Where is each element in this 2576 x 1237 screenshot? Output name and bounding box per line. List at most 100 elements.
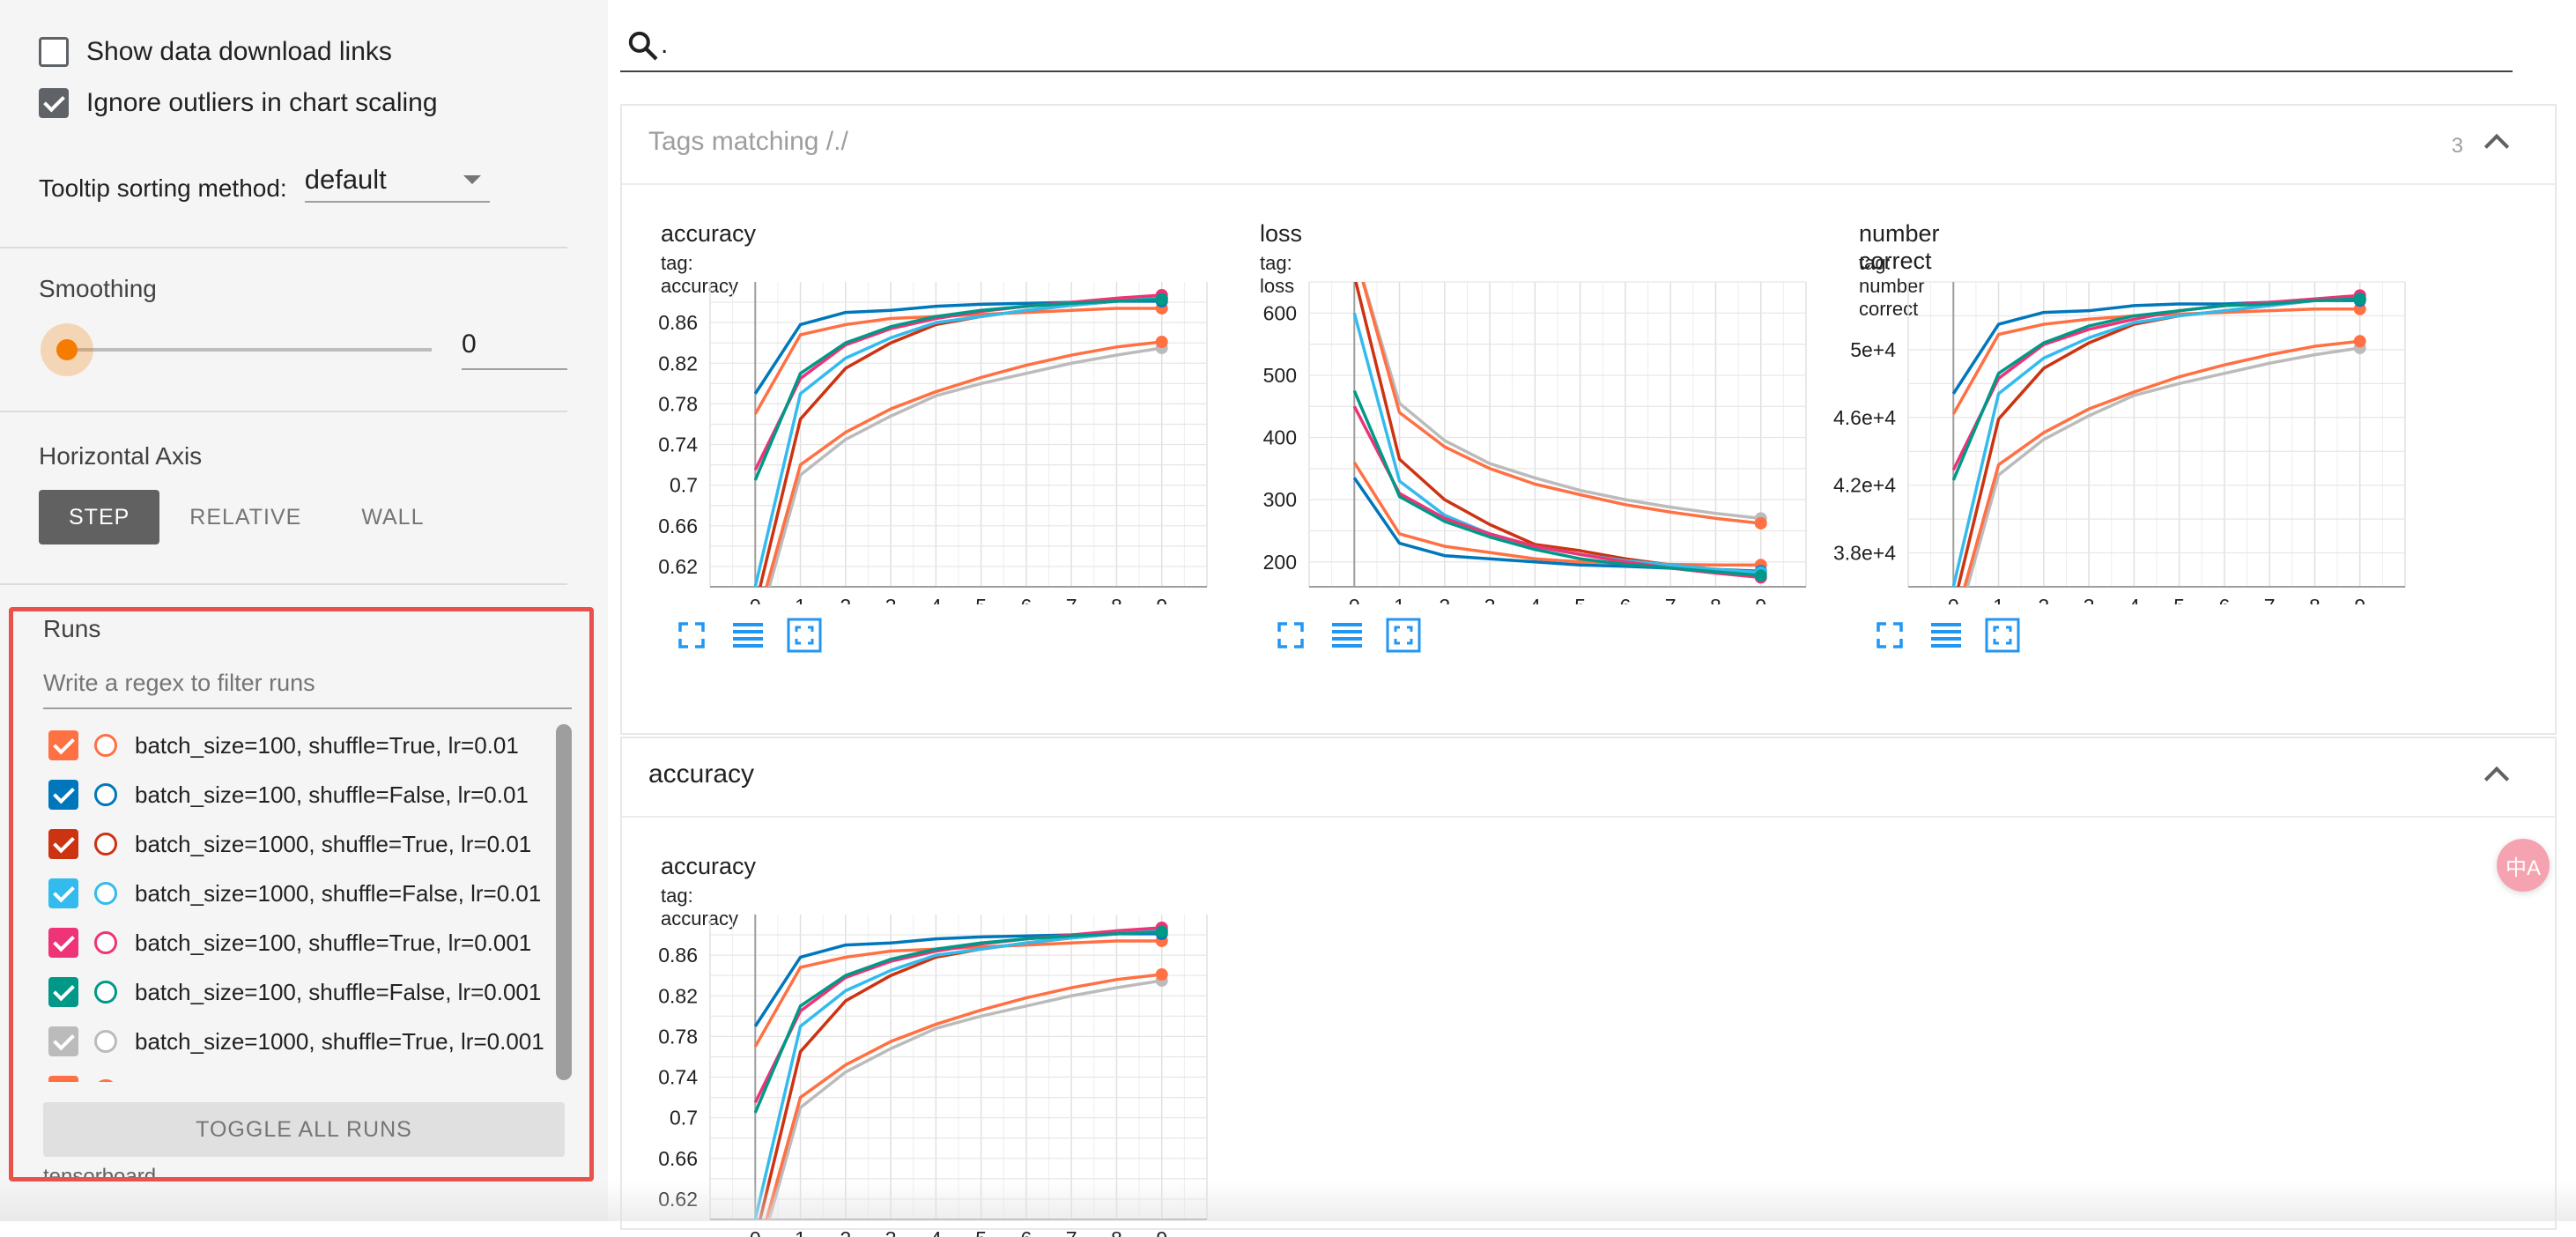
- ignore-outliers-option[interactable]: Ignore outliers in chart scaling: [39, 88, 438, 118]
- smoothing-slider-track[interactable]: [67, 348, 432, 352]
- runs-scrollbar[interactable]: [556, 724, 572, 1080]
- run-color-picker[interactable]: [94, 783, 117, 806]
- axis-wall-button[interactable]: WALL: [361, 504, 425, 530]
- run-color-picker[interactable]: [94, 981, 117, 1004]
- accuracy-pane: accuracy accuracy tag: accuracy 0.62 0.66…: [620, 737, 2557, 1237]
- log-scale-icon[interactable]: [1928, 617, 1965, 654]
- smoothing-slider-thumb[interactable]: [56, 339, 78, 360]
- run-item[interactable]: batch_size=1000, shuffle=True, lr=0.001: [43, 1017, 545, 1066]
- chevron-up-icon[interactable]: [2483, 133, 2510, 159]
- run-checkbox[interactable]: [48, 928, 78, 958]
- tooltip-sorting-value: default: [304, 164, 387, 195]
- x-tick-label: 7: [1066, 595, 1077, 604]
- y-tick-label: 0.62: [658, 1188, 698, 1211]
- x-tick-label: 1: [795, 1227, 806, 1237]
- x-tick-label: 5: [975, 1227, 987, 1237]
- x-tick-label: 4: [930, 595, 942, 604]
- pane-header[interactable]: accuracy: [622, 738, 2555, 818]
- toggle-all-runs-button[interactable]: TOGGLE ALL RUNS: [43, 1102, 565, 1157]
- x-tick-label: 9: [1755, 595, 1766, 604]
- runs-filter-input[interactable]: Write a regex to filter runs: [43, 670, 572, 709]
- run-item[interactable]: batch_size=100, shuffle=True, lr=0.001: [43, 918, 545, 967]
- fit-domain-icon[interactable]: [786, 617, 823, 654]
- x-tick-label: 6: [1620, 595, 1632, 604]
- series-endpoint: [2353, 302, 2366, 315]
- tag-filter-bar[interactable]: .: [620, 19, 2513, 72]
- fullscreen-icon[interactable]: [1272, 617, 1309, 654]
- run-color-picker[interactable]: [94, 1079, 117, 1082]
- chevron-up-icon[interactable]: [2483, 766, 2510, 792]
- run-label: batch_size=1000, shuffle=True, lr=0.001: [135, 1027, 544, 1055]
- accuracy-chart[interactable]: 0.62 0.66 0.7 0.74 0.78 0.82 0.86 0 1 2 3 4 5 6 7 8 9: [624, 270, 1223, 604]
- run-checkbox[interactable]: [48, 1076, 78, 1082]
- run-checkbox[interactable]: [48, 829, 78, 859]
- run-checkbox[interactable]: [48, 878, 78, 908]
- run-color-picker[interactable]: [94, 833, 117, 856]
- ignore-outliers-checkbox[interactable]: [39, 88, 69, 118]
- run-color-picker[interactable]: [94, 931, 117, 954]
- run-color-picker[interactable]: [94, 1030, 117, 1053]
- x-tick-label: 0: [750, 1227, 761, 1237]
- run-label: batch_size=100, shuffle=False, lr=0.01: [135, 781, 529, 808]
- y-tick-label: 600: [1263, 301, 1297, 324]
- runs-list: batch_size=100, shuffle=True, lr=0.01 bat…: [43, 721, 545, 1082]
- series-line: [753, 297, 1162, 481]
- fit-domain-icon[interactable]: [1984, 617, 2021, 654]
- run-color-picker[interactable]: [94, 882, 117, 905]
- card-tag: tag: accuracy: [661, 885, 739, 930]
- run-checkbox[interactable]: [48, 977, 78, 1007]
- series-line: [1965, 346, 2360, 587]
- series-line: [765, 340, 1162, 587]
- tooltip-sorting-row: Tooltip sorting method: default: [39, 164, 490, 203]
- log-scale-icon[interactable]: [1329, 617, 1366, 654]
- run-checkbox[interactable]: [48, 730, 78, 760]
- show-download-links-checkbox[interactable]: [39, 37, 69, 67]
- run-label: batch_size=1000, shuffle=False, lr=0.001: [135, 1078, 545, 1083]
- run-checkbox[interactable]: [48, 780, 78, 810]
- x-tick-label: 8: [2309, 595, 2321, 604]
- run-label: batch_size=1000, shuffle=True, lr=0.01: [135, 830, 532, 857]
- sidebar-divider: [0, 247, 567, 248]
- series-line: [1352, 389, 1761, 578]
- series-line: [767, 346, 1162, 587]
- run-color-picker[interactable]: [94, 734, 117, 757]
- x-tick-label: 3: [1484, 595, 1496, 604]
- axis-step-button[interactable]: STEP: [39, 490, 160, 544]
- x-tick-label: 2: [840, 595, 851, 604]
- run-item[interactable]: batch_size=1000, shuffle=False, lr=0.001: [43, 1066, 545, 1082]
- y-tick-label: 0.62: [658, 555, 698, 578]
- loss-chart[interactable]: 200 300 400 500 600 0 1 2 3 4 5 6 7 8 9: [1223, 270, 1822, 604]
- run-item[interactable]: batch_size=1000, shuffle=False, lr=0.01: [43, 869, 545, 918]
- axis-relative-button[interactable]: RELATIVE: [189, 504, 302, 530]
- fullscreen-icon[interactable]: [673, 617, 710, 654]
- x-tick-label: 2: [2038, 595, 2049, 604]
- tensorboard-footer-label: tensorboard: [43, 1165, 157, 1181]
- log-scale-icon[interactable]: [729, 617, 766, 654]
- show-download-links-option[interactable]: Show data download links: [39, 37, 392, 67]
- pane-header[interactable]: Tags matching /./ 3: [622, 106, 2555, 185]
- tags-matching-pane: Tags matching /./ 3 accuracy tag: accura…: [620, 104, 2557, 735]
- fullscreen-icon[interactable]: [1871, 617, 1908, 654]
- runs-panel: Runs Write a regex to filter runs batch_…: [9, 607, 594, 1181]
- run-item[interactable]: batch_size=100, shuffle=True, lr=0.01: [43, 721, 545, 770]
- smoothing-title: Smoothing: [39, 275, 157, 302]
- tooltip-sorting-select[interactable]: default: [304, 164, 490, 203]
- series-line: [1352, 461, 1761, 567]
- accuracy-chart[interactable]: 0.62 0.66 0.7 0.74 0.78 0.82 0.86 0 1 2 3 4 5 6 7 8 9: [624, 902, 1223, 1237]
- translate-icon[interactable]: 中A: [2497, 839, 2550, 892]
- smoothing-value-input[interactable]: 0: [462, 330, 567, 370]
- pane-count: 3: [2451, 134, 2463, 158]
- x-tick-label: 8: [1111, 595, 1122, 604]
- run-checkbox[interactable]: [48, 1026, 78, 1056]
- runs-title: Runs: [43, 615, 101, 642]
- fit-domain-icon[interactable]: [1385, 617, 1422, 654]
- card-tag: tag: accuracy: [661, 252, 739, 297]
- series-line: [1361, 282, 1761, 521]
- run-item[interactable]: batch_size=100, shuffle=False, lr=0.01: [43, 770, 545, 819]
- number-correct-chart[interactable]: 3.8e+4 4.2e+4 4.6e+4 5e+4 0 1 2 3 4 5 6 7 8 9: [1822, 270, 2421, 604]
- y-tick-label: 500: [1263, 364, 1297, 387]
- run-item[interactable]: batch_size=100, shuffle=False, lr=0.001: [43, 967, 545, 1017]
- run-item[interactable]: batch_size=1000, shuffle=True, lr=0.01: [43, 819, 545, 869]
- x-tick-label: 8: [1111, 1227, 1122, 1237]
- tag-filter-input[interactable]: .: [661, 30, 669, 59]
